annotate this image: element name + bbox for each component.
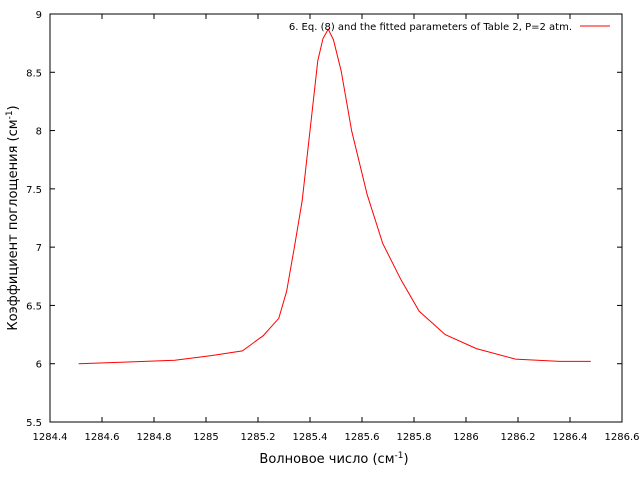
- x-axis-title-tail: ): [403, 452, 408, 467]
- y-tick-label: 9: [36, 10, 42, 21]
- y-axis-title-main: Коэффициент поглощения (см: [6, 119, 21, 330]
- x-tick-label: 1285.8: [397, 432, 432, 443]
- legend: 6. Eq. (8) and the fitted parameters of …: [289, 22, 610, 33]
- x-tick-label: 1286.4: [553, 432, 588, 443]
- x-tick-label: 1286.6: [605, 432, 640, 443]
- plot-frame: [49, 13, 623, 423]
- x-tick-label: 1284.4: [33, 432, 68, 443]
- y-tick-label: 8.5: [26, 68, 42, 79]
- y-tick-label: 6.5: [26, 301, 42, 312]
- x-tick-label: 1284.6: [85, 432, 120, 443]
- y-tick-label: 7.5: [26, 185, 42, 196]
- x-axis-ticks: 1284.4 1284.6 1284.8 1285 1285.2 1285.4 1285.6…: [33, 14, 640, 443]
- y-tick-label: 5.5: [26, 418, 42, 429]
- x-tick-label: 1286.2: [501, 432, 536, 443]
- y-tick-label: 8: [36, 127, 42, 138]
- x-axis-title: Волновое число (см-1): [259, 451, 408, 467]
- y-axis-ticks: 5.5 6 6.5 7 7.5 8 8.5 9: [26, 10, 622, 429]
- x-tick-label: 1284.8: [137, 432, 172, 443]
- x-tick-label: 1285: [193, 432, 218, 443]
- y-axis-title-tail: ): [6, 105, 21, 110]
- x-tick-label: 1285.6: [345, 432, 380, 443]
- y-axis-title-sup: -1: [5, 110, 15, 119]
- series-layer: [78, 28, 591, 365]
- y-tick-label: 6: [36, 360, 42, 371]
- x-axis-title-sup: -1: [395, 451, 404, 461]
- series-line: [78, 28, 591, 365]
- y-axis-title: Коэффициент поглощения (см-1): [5, 105, 21, 330]
- legend-label: 6. Eq. (8) and the fitted parameters of …: [289, 22, 572, 33]
- x-axis-title-main: Волновое число (см: [259, 452, 394, 467]
- x-tick-label: 1285.2: [241, 432, 276, 443]
- x-tick-label: 1285.4: [293, 432, 328, 443]
- y-tick-label: 7: [36, 243, 42, 254]
- x-tick-label: 1286: [453, 432, 478, 443]
